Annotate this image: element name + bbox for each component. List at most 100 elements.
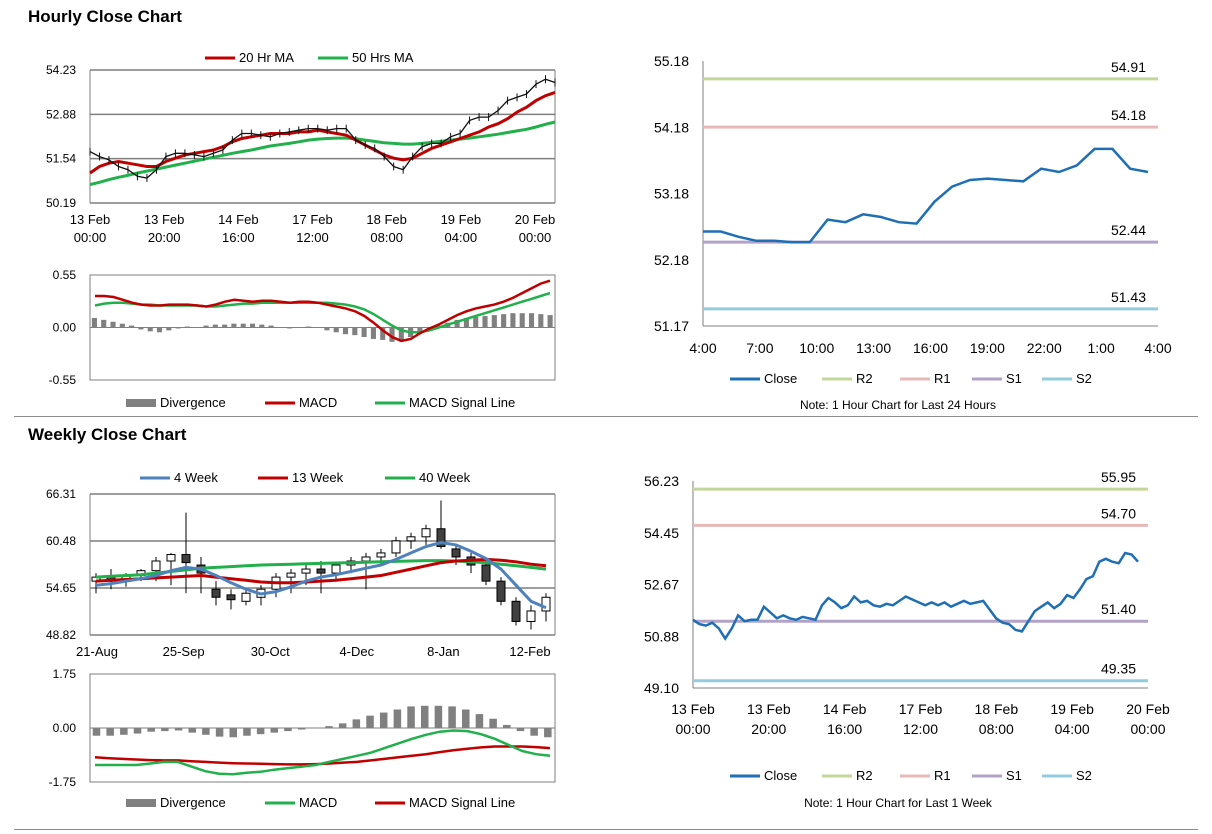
legend-s1-label: S1 (1006, 371, 1022, 386)
divergence-bar (501, 314, 507, 328)
divergence-bar (352, 327, 358, 336)
divergence-bar (297, 728, 306, 730)
divergence-bar (417, 327, 423, 334)
y-tick-label: 51.54 (46, 152, 76, 166)
candle-body (316, 568, 326, 574)
x-tick-label: 10:00 (799, 340, 834, 356)
legend-close-label: Close (764, 371, 797, 386)
legend-macd-label: MACD (299, 795, 337, 810)
y-tick-label: 0.55 (53, 268, 77, 282)
weekly-macd-chart: 1.75 0.00 -1.75 Divergence MACD MACD Signal L… (49, 667, 556, 810)
divergence-bar (473, 317, 479, 328)
macd-line (95, 279, 551, 343)
divergence-bar (370, 327, 376, 339)
x-tick-label: 19 Feb (1050, 701, 1094, 717)
divergence-bar (311, 728, 320, 729)
divergence-bar (519, 313, 525, 328)
ma50-line (89, 120, 556, 187)
divergence-bar (393, 709, 402, 728)
x-tick-label: 17 Feb (899, 701, 943, 717)
x-tick-label: 17 Feb (292, 212, 332, 227)
legend-s1-label: S1 (1006, 768, 1022, 783)
candle-body (301, 568, 311, 574)
x-tick-label: 7:00 (746, 340, 773, 356)
legend-40-week-label: 40 Week (419, 470, 471, 485)
divergence-bar (420, 705, 429, 728)
bottom-divider (14, 829, 1198, 830)
x-tick-label: 13:00 (856, 340, 891, 356)
divergence-bar (398, 327, 404, 341)
candle-body (451, 548, 461, 558)
divergence-bar (516, 728, 525, 732)
divergence-bar (315, 327, 321, 328)
divergence-bar (138, 327, 144, 330)
divergence-bar (544, 728, 552, 738)
level-s1-label: 51.40 (1101, 601, 1136, 617)
x-tick-label: 12:00 (903, 721, 938, 737)
divergence-bar (101, 319, 107, 328)
hourly-price-chart: 54.23 52.88 51.54 50.19 13 Feb 00:00 13 Feb 20:… (46, 50, 556, 245)
divergence-bar (231, 323, 237, 328)
divergence-bar (133, 728, 142, 734)
level-r2-label: 55.95 (1101, 469, 1136, 485)
legend-macd-label: MACD (299, 395, 337, 410)
divergence-bar (463, 317, 469, 328)
section-divider (14, 416, 1198, 417)
divergence-bar (475, 714, 484, 728)
legend-s2-label: S2 (1076, 371, 1092, 386)
chart-note: Note: 1 Hour Chart for Last 1 Week (804, 796, 993, 810)
divergence-bar (110, 321, 116, 328)
divergence-bar (379, 712, 388, 728)
divergence-bar (547, 315, 553, 328)
candle-body (481, 564, 491, 582)
hourly-pivot-chart: 55.18 54.18 53.18 52.18 51.17 54.91 54.18 52.44… (654, 53, 1172, 412)
divergence-bar (156, 327, 163, 333)
candle-body (376, 552, 386, 558)
x-tick-label: 13 Feb (747, 701, 791, 717)
level-s2-label: 49.35 (1101, 661, 1136, 677)
candle-body (406, 536, 416, 542)
x-tick-label: 19:00 (970, 340, 1005, 356)
y-tick-label: 1.75 (53, 667, 77, 681)
divergence-bar (270, 728, 279, 733)
level-s2-label: 51.43 (1111, 289, 1146, 305)
x-tick-label: 20 Feb (515, 212, 555, 227)
candle-body (91, 576, 101, 582)
divergence-bar (538, 314, 544, 328)
legend-r1-label: R1 (934, 371, 951, 386)
candle-body (241, 592, 251, 602)
divergence-bar (106, 728, 114, 736)
x-tick-label: 14 Feb (218, 212, 258, 227)
divergence-bar (175, 327, 181, 329)
divergence-bar (333, 327, 339, 333)
divergence-bar (366, 715, 374, 728)
y-tick-label: -1.75 (49, 775, 77, 789)
y-tick-label: 50.88 (644, 628, 679, 644)
x-tick-label: 20:00 (751, 721, 786, 737)
candle-body (361, 556, 371, 562)
divergence-bar (296, 327, 302, 328)
x-tick-label: 4:00 (1144, 340, 1171, 356)
legend-13-week-label: 13 Week (292, 470, 344, 485)
divergence-bar (352, 719, 361, 728)
x-tick-label: 16:00 (913, 340, 948, 356)
wk13-line (95, 557, 547, 585)
divergence-bar (184, 326, 190, 328)
y-tick-label: 52.88 (46, 107, 76, 121)
candle-body (526, 610, 536, 622)
x-tick-label: 18 Feb (366, 212, 406, 227)
x-tick-label: 00:00 (675, 721, 710, 737)
legend-divergence-label: Divergence (160, 395, 226, 410)
y-tick-label: 51.17 (654, 318, 689, 334)
x-tick-label: 13 Feb (144, 212, 184, 227)
x-tick-label: 14 Feb (823, 701, 867, 717)
candle-body (181, 554, 191, 564)
legend-r1-label: R1 (934, 768, 951, 783)
divergence-bar (259, 324, 265, 328)
y-tick-label: 52.67 (644, 577, 679, 593)
legend-ma20-label: 20 Hr MA (239, 50, 294, 65)
divergence-bar (454, 319, 460, 328)
divergence-bar (92, 728, 101, 736)
level-r1-label: 54.18 (1111, 107, 1146, 123)
wk4-line (95, 540, 547, 610)
